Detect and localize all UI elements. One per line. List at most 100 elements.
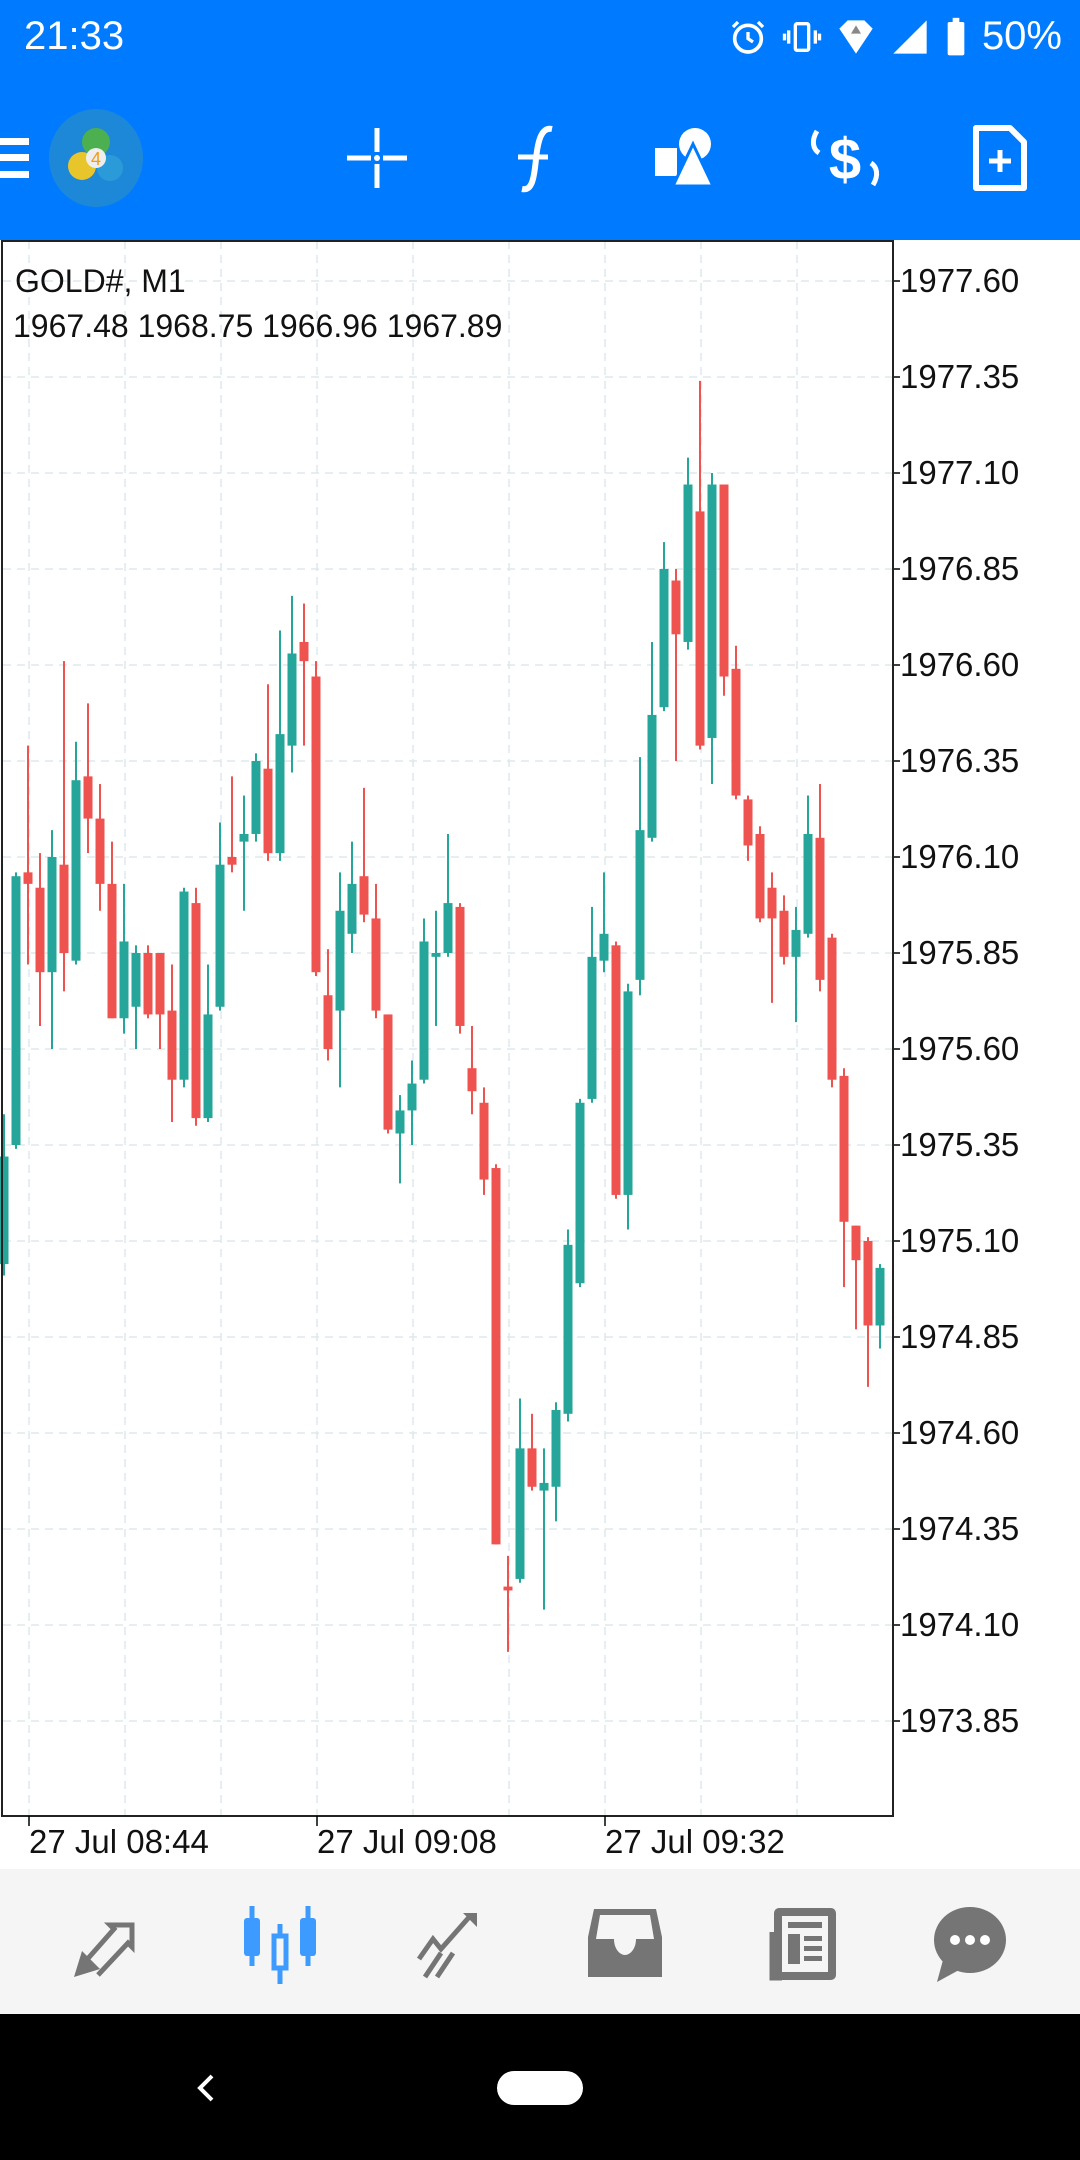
battery-percent: 50% — [981, 14, 1062, 58]
indicators-button[interactable] — [492, 118, 572, 198]
candle-bearish — [323, 995, 333, 1049]
candle-bullish — [551, 1409, 561, 1487]
candle-bearish — [143, 953, 153, 1015]
candle-bullish — [71, 780, 81, 961]
crosshair-button[interactable] — [337, 118, 417, 198]
candle-bullish — [515, 1448, 525, 1579]
trade-button[interactable]: $ — [805, 118, 885, 198]
candle-bearish — [767, 887, 777, 919]
svg-text:$: $ — [829, 127, 861, 192]
candle-bullish — [0, 1156, 9, 1265]
status-bar: 21:33 50% — [0, 0, 1080, 80]
candle-bearish — [359, 876, 369, 915]
price-axis-label: 1975.35 — [900, 1126, 1020, 1163]
nav-messages[interactable] — [925, 1899, 1015, 1989]
menu-button[interactable] — [0, 118, 40, 198]
candle-bearish — [371, 918, 381, 1011]
candle-bullish — [431, 953, 441, 957]
candle-bullish — [239, 833, 249, 842]
bottom-nav — [0, 1869, 1080, 2014]
trade-nav-icon — [416, 1913, 477, 1979]
trade-icon: $ — [810, 127, 880, 192]
candle-bullish — [443, 903, 453, 953]
candle-bullish — [251, 761, 261, 834]
candle-bullish — [47, 857, 57, 973]
status-time: 21:33 — [24, 14, 125, 58]
candle-bullish — [215, 864, 225, 1007]
candle-bearish — [815, 837, 825, 980]
candle-bullish — [119, 941, 129, 1019]
candle-bearish — [503, 1586, 513, 1591]
candle-bearish — [827, 937, 837, 1080]
nav-history[interactable] — [580, 1899, 670, 1989]
candle-bearish — [695, 511, 705, 746]
candle-bearish — [851, 1225, 861, 1261]
price-chart[interactable]: GOLD#, M1 1967.48 1968.75 1966.96 1967.8… — [0, 240, 1080, 1870]
candle-bullish — [407, 1083, 417, 1111]
candle-bullish — [11, 876, 21, 1145]
candle-bullish — [599, 933, 609, 961]
price-axis-label: 1975.60 — [900, 1030, 1020, 1067]
objects-button[interactable] — [648, 118, 728, 198]
candle-bearish — [755, 833, 765, 919]
price-axis-label: 1976.60 — [900, 646, 1020, 683]
price-axis-label: 1977.60 — [900, 262, 1020, 299]
nav-quotes[interactable] — [65, 1899, 155, 1989]
price-axis-label: 1977.10 — [900, 454, 1020, 491]
objects-icon — [655, 128, 716, 188]
nav-trade[interactable] — [410, 1899, 500, 1989]
back-icon[interactable] — [192, 2068, 222, 2108]
news-icon — [769, 1908, 836, 1981]
candle-bearish — [611, 945, 621, 1195]
candle-bearish — [671, 580, 681, 635]
candle-bearish — [167, 1010, 177, 1080]
candle-bullish — [647, 714, 657, 838]
time-axis-label: 27 Jul 09:08 — [317, 1823, 497, 1860]
new-order-button[interactable] — [960, 118, 1040, 198]
candle-bullish — [275, 734, 285, 854]
history-icon — [588, 1909, 662, 1977]
home-button[interactable] — [497, 2071, 583, 2105]
candle-bearish — [155, 953, 165, 1015]
time-axis-label: 27 Jul 09:32 — [605, 1823, 785, 1860]
candle-bearish — [23, 872, 33, 884]
candle-bullish — [335, 910, 345, 1011]
candle-bullish — [287, 653, 297, 746]
crosshair-icon — [347, 128, 407, 188]
candle-bearish — [527, 1448, 537, 1487]
candle-bearish — [299, 641, 309, 662]
candle-bullish — [683, 484, 693, 642]
metatrader-logo[interactable]: 4 — [48, 108, 144, 208]
candle-bearish — [779, 910, 789, 957]
candle-bullish — [659, 569, 669, 708]
candle-bullish — [347, 883, 357, 934]
price-axis-label: 1974.85 — [900, 1318, 1020, 1355]
candle-bullish — [395, 1110, 405, 1134]
candle-bearish — [83, 776, 93, 819]
system-nav-bar — [0, 2014, 1080, 2160]
nav-news[interactable] — [755, 1899, 845, 1989]
candle-bearish — [35, 887, 45, 973]
candle-bullish — [791, 929, 801, 957]
candle-bearish — [311, 676, 321, 973]
candle-bullish — [587, 956, 597, 1099]
candle-bullish — [563, 1244, 573, 1414]
menu-icon — [0, 138, 29, 178]
price-axis-label: 1973.85 — [900, 1702, 1020, 1739]
price-axis-label: 1974.60 — [900, 1414, 1020, 1451]
candle-bearish — [227, 857, 237, 865]
candle-bullish — [707, 484, 717, 738]
candle-bullish — [803, 833, 813, 934]
price-axis-label: 1976.10 — [900, 838, 1020, 875]
candle-bearish — [383, 1014, 393, 1130]
top-toolbar: 4 $ — [0, 80, 1080, 240]
candlestick-chart[interactable] — [0, 240, 1080, 1870]
candle-bullish — [575, 1102, 585, 1284]
time-axis-label: 27 Jul 08:44 — [29, 1823, 209, 1860]
candle-bearish — [59, 864, 69, 953]
candle-bearish — [107, 883, 117, 1019]
nav-chart[interactable] — [235, 1899, 325, 1989]
price-axis-label: 1977.35 — [900, 358, 1020, 395]
candle-bullish — [131, 953, 141, 1007]
candle-bearish — [479, 1102, 489, 1180]
